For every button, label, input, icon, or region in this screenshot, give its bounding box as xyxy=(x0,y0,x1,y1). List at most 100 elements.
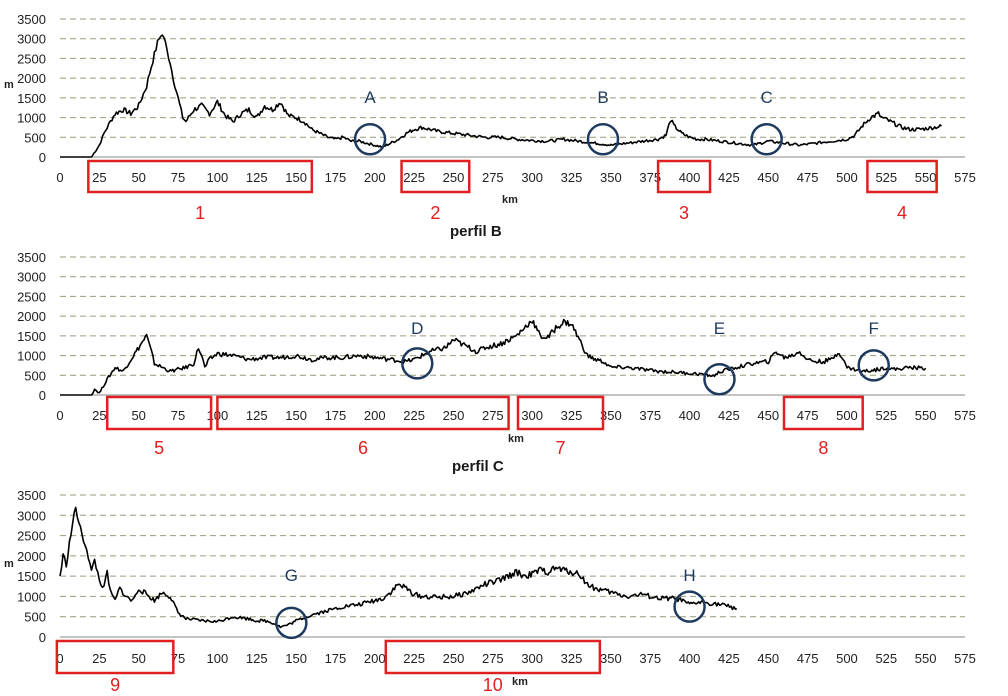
x-tick-label: 200 xyxy=(364,651,386,666)
range-label-6: 6 xyxy=(358,438,368,458)
x-tick-label: 150 xyxy=(285,651,307,666)
range-box-7 xyxy=(516,395,605,431)
y-axis-title: m xyxy=(4,558,14,570)
range-label-3: 3 xyxy=(679,203,689,223)
y-tick-label: 3500 xyxy=(17,250,46,265)
x-tick-label: 250 xyxy=(443,651,465,666)
x-tick-label: 425 xyxy=(718,651,740,666)
range-box-4 xyxy=(866,159,938,194)
x-tick-label: 275 xyxy=(482,170,504,185)
x-tick-label: 350 xyxy=(600,651,622,666)
panel-title: perfil C xyxy=(452,458,504,475)
range-box-1 xyxy=(87,159,314,194)
range-box-9 xyxy=(55,639,175,675)
circle-label-D: D xyxy=(411,319,423,338)
x-tick-label: 575 xyxy=(954,408,976,423)
range-box-3 xyxy=(656,159,712,194)
x-tick-label: 425 xyxy=(718,170,740,185)
x-tick-label: 375 xyxy=(639,651,661,666)
circle-label-C: C xyxy=(761,88,773,107)
x-tick-label: 500 xyxy=(836,170,858,185)
y-tick-label: 1000 xyxy=(17,111,46,126)
circle-marker-F xyxy=(857,349,890,382)
x-tick-label: 325 xyxy=(561,170,583,185)
x-tick-label: 350 xyxy=(600,170,622,185)
x-tick-label: 225 xyxy=(403,408,425,423)
x-tick-label: 525 xyxy=(875,170,897,185)
y-tick-label: 2000 xyxy=(17,549,46,564)
x-tick-label: 250 xyxy=(443,170,465,185)
circle-label-F: F xyxy=(869,319,879,338)
x-tick-label: 75 xyxy=(171,408,185,423)
circle-marker-G xyxy=(275,606,308,640)
x-tick-label: 400 xyxy=(679,651,701,666)
x-tick-label: 200 xyxy=(364,408,386,423)
range-label-9: 9 xyxy=(110,675,120,695)
x-tick-label: 425 xyxy=(718,408,740,423)
x-tick-label: 50 xyxy=(131,651,145,666)
x-tick-label: 250 xyxy=(443,408,465,423)
x-tick-label: 350 xyxy=(600,408,622,423)
x-tick-label: 125 xyxy=(246,170,268,185)
range-box-8 xyxy=(782,395,864,431)
x-tick-label: 450 xyxy=(757,651,779,666)
x-tick-label: 475 xyxy=(797,170,819,185)
range-label-8: 8 xyxy=(818,438,828,458)
range-label-4: 4 xyxy=(897,203,907,223)
y-axis-title: m xyxy=(4,79,14,91)
x-tick-label: 25 xyxy=(92,651,106,666)
x-tick-label: 500 xyxy=(836,651,858,666)
x-tick-label: 50 xyxy=(131,170,145,185)
x-tick-label: 275 xyxy=(482,651,504,666)
y-tick-label: 1500 xyxy=(17,329,46,344)
x-axis-title: km xyxy=(512,676,528,688)
y-tick-label: 2500 xyxy=(17,51,46,66)
elevation-profile-line xyxy=(59,506,738,629)
panel-title: perfil B xyxy=(450,223,502,240)
x-tick-label: 125 xyxy=(246,651,268,666)
y-tick-label: 0 xyxy=(39,150,46,165)
x-tick-label: 400 xyxy=(679,408,701,423)
y-tick-label: 2500 xyxy=(17,289,46,304)
x-tick-label: 550 xyxy=(915,651,937,666)
y-tick-label: 3000 xyxy=(17,270,46,285)
circle-marker-A xyxy=(353,122,387,156)
x-tick-label: 125 xyxy=(246,408,268,423)
y-tick-label: 3500 xyxy=(17,12,46,27)
circle-label-A: A xyxy=(364,88,376,107)
x-tick-label: 400 xyxy=(679,170,701,185)
circle-marker-B xyxy=(586,122,620,156)
x-tick-label: 300 xyxy=(521,651,543,666)
x-tick-label: 375 xyxy=(639,408,661,423)
x-tick-label: 550 xyxy=(915,408,937,423)
x-tick-label: 50 xyxy=(131,408,145,423)
x-tick-label: 100 xyxy=(207,170,229,185)
y-tick-label: 0 xyxy=(39,388,46,403)
x-tick-label: 525 xyxy=(875,408,897,423)
x-tick-label: 300 xyxy=(521,408,543,423)
x-tick-label: 150 xyxy=(285,170,307,185)
elevation-profile-line xyxy=(60,318,927,396)
circle-label-B: B xyxy=(597,88,608,107)
x-tick-label: 75 xyxy=(171,170,185,185)
x-tick-label: 325 xyxy=(561,651,583,666)
x-tick-label: 375 xyxy=(639,170,661,185)
range-label-5: 5 xyxy=(154,438,164,458)
x-tick-label: 575 xyxy=(954,651,976,666)
range-box-10 xyxy=(384,639,602,675)
x-tick-label: 100 xyxy=(207,651,229,666)
y-tick-label: 1000 xyxy=(17,589,46,604)
y-tick-label: 2500 xyxy=(17,529,46,544)
y-tick-label: 1000 xyxy=(17,349,46,364)
x-tick-label: 325 xyxy=(561,408,583,423)
x-tick-label: 450 xyxy=(757,408,779,423)
x-tick-label: 475 xyxy=(797,408,819,423)
elevation-profile-line xyxy=(60,34,942,158)
x-tick-label: 550 xyxy=(915,170,937,185)
x-tick-label: 525 xyxy=(875,651,897,666)
x-tick-label: 150 xyxy=(285,408,307,423)
x-tick-label: 25 xyxy=(92,170,106,185)
